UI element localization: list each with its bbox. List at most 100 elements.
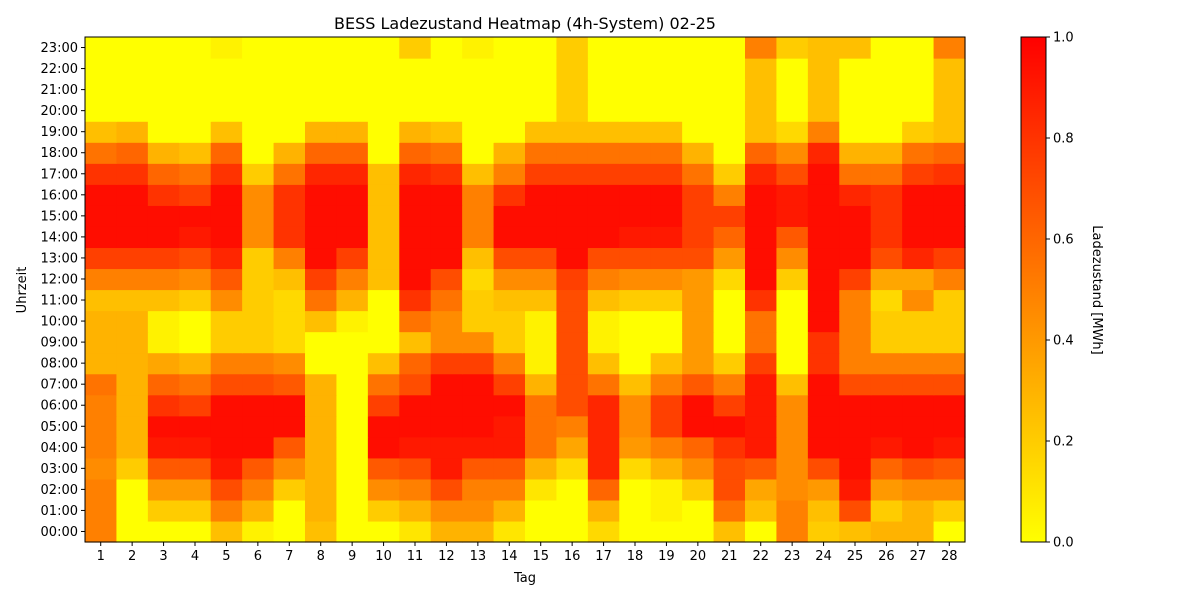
heatmap-cell [807,352,840,375]
heatmap-cell [933,520,966,543]
heatmap-cell [336,100,369,122]
heatmap-cell [776,226,809,249]
heatmap-cell [493,121,526,143]
heatmap-cell [556,331,589,354]
heatmap-cell [556,205,589,227]
heatmap-cell [336,247,369,270]
heatmap-cell [179,37,212,59]
heatmap-cell [462,163,495,185]
heatmap-cell [587,352,620,375]
heatmap-cell [493,478,526,501]
heatmap-cell [839,289,872,312]
heatmap-cell [305,331,338,354]
heatmap-cell [745,226,778,249]
x-tick-label: 28 [941,549,958,564]
heatmap-cell [619,415,652,438]
heatmap-cell [85,79,118,101]
heatmap-cell [525,163,558,185]
heatmap-cell [273,205,306,227]
x-tick-label: 13 [470,549,487,564]
heatmap-cell [493,58,526,80]
heatmap-cell [210,289,243,312]
heatmap-cell [776,436,809,459]
heatmap-cell [839,205,872,227]
heatmap-cell [462,331,495,354]
heatmap-cell [462,58,495,80]
heatmap-cell [556,289,589,312]
heatmap-cell [210,163,243,185]
heatmap-cell [776,205,809,227]
heatmap-cell [305,142,338,164]
heatmap-cell [116,205,149,227]
heatmap-cell [807,310,840,333]
heatmap-cell [776,79,809,101]
y-tick-label: 01:00 [41,504,78,519]
heatmap-cell [807,142,840,164]
heatmap-cell [807,478,840,501]
heatmap-cell [556,121,589,143]
heatmap-cell [650,457,683,480]
heatmap-cell [336,268,369,291]
heatmap-cell [587,436,620,459]
heatmap-cell [85,58,118,80]
heatmap-cell [430,100,463,122]
heatmap-cell [462,520,495,543]
heatmap-cell [210,331,243,354]
heatmap-cell [839,478,872,501]
heatmap-cell [242,352,275,375]
colorbar-tick-label: 0.6 [1053,233,1074,248]
heatmap-cell [713,394,746,417]
heatmap-cell [807,79,840,101]
heatmap-cell [462,268,495,291]
heatmap-cell [85,163,118,185]
heatmap-cell [870,352,903,375]
heatmap-cell [116,58,149,80]
heatmap-cell [305,352,338,375]
heatmap-cell [116,415,149,438]
heatmap-cell [902,268,935,291]
heatmap-cell [305,100,338,122]
heatmap-cell [179,289,212,312]
heatmap-cell [870,205,903,227]
heatmap-cell [776,478,809,501]
y-tick-label: 13:00 [41,251,78,266]
heatmap-cell [713,205,746,227]
heatmap-cell [85,457,118,480]
heatmap-cell [305,499,338,522]
heatmap-cell [399,373,432,396]
heatmap-cell [870,394,903,417]
heatmap-cell [85,121,118,143]
heatmap-cell [650,37,683,59]
heatmap-cell [210,352,243,375]
heatmap-cell [650,163,683,185]
heatmap-cell [179,436,212,459]
heatmap-cell [587,79,620,101]
heatmap-cell [147,394,180,417]
heatmap-cell [273,226,306,249]
y-tick-label: 10:00 [41,315,78,330]
heatmap-cell [179,79,212,101]
y-tick-label: 14:00 [41,230,78,245]
heatmap-cell [556,184,589,206]
heatmap-cell [933,499,966,522]
heatmap-cell [367,268,400,291]
heatmap-cell [462,352,495,375]
heatmap-cell [556,394,589,417]
heatmap-cell [430,520,463,543]
heatmap-cell [85,310,118,333]
heatmap-cell [619,268,652,291]
heatmap-cell [242,310,275,333]
heatmap-cell [870,289,903,312]
heatmap-cell [587,289,620,312]
heatmap-cell [116,457,149,480]
heatmap-cell [85,436,118,459]
heatmap-cell [776,331,809,354]
heatmap-cell [399,247,432,270]
heatmap-cell [242,478,275,501]
heatmap-cell [713,268,746,291]
heatmap-cell [776,268,809,291]
heatmap-cell [147,373,180,396]
heatmap-cell [273,79,306,101]
heatmap-cell [902,373,935,396]
heatmap-cell [116,100,149,122]
